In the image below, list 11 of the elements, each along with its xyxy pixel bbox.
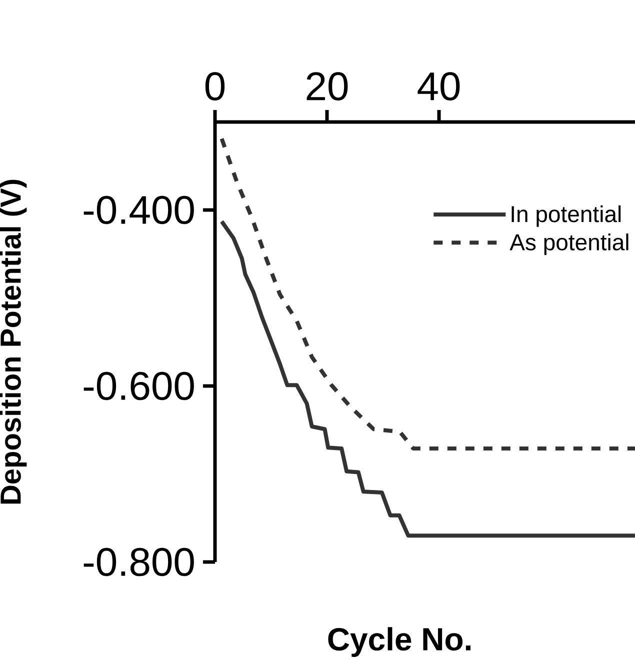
x-axis-title: Cycle No.	[328, 627, 470, 657]
y-axis-title: Deposition Potential (V)	[0, 180, 27, 504]
x-tick-label: 0	[205, 72, 225, 100]
legend-label: As potential	[510, 234, 628, 255]
y-tick-label: -0.800	[84, 548, 194, 576]
x-tick-label: 40	[418, 72, 460, 100]
y-tick-label: -0.600	[84, 372, 194, 400]
y-tick-label: -0.400	[84, 196, 194, 224]
line-series	[220, 136, 635, 450]
x-tick-label: 20	[306, 72, 348, 100]
legend-label: In potential	[512, 205, 621, 227]
